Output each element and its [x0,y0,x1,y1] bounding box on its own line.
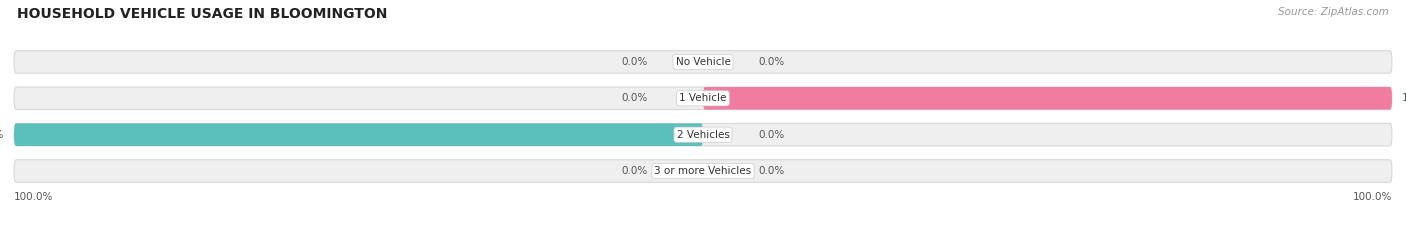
Text: 100.0%: 100.0% [1402,93,1406,103]
FancyBboxPatch shape [14,160,1392,182]
FancyBboxPatch shape [14,87,1392,110]
FancyBboxPatch shape [14,51,1392,73]
Text: 100.0%: 100.0% [0,130,4,140]
FancyBboxPatch shape [703,87,1392,110]
Text: 0.0%: 0.0% [758,166,785,176]
FancyBboxPatch shape [14,123,703,146]
Text: Source: ZipAtlas.com: Source: ZipAtlas.com [1278,7,1389,17]
Text: 100.0%: 100.0% [14,192,53,202]
Text: 3 or more Vehicles: 3 or more Vehicles [654,166,752,176]
Text: 0.0%: 0.0% [621,93,648,103]
Text: 100.0%: 100.0% [1353,192,1392,202]
Text: 2 Vehicles: 2 Vehicles [676,130,730,140]
Text: 0.0%: 0.0% [758,130,785,140]
Text: 0.0%: 0.0% [621,166,648,176]
Text: 0.0%: 0.0% [621,57,648,67]
FancyBboxPatch shape [14,123,1392,146]
Text: HOUSEHOLD VEHICLE USAGE IN BLOOMINGTON: HOUSEHOLD VEHICLE USAGE IN BLOOMINGTON [17,7,387,21]
Text: 0.0%: 0.0% [758,57,785,67]
Text: 1 Vehicle: 1 Vehicle [679,93,727,103]
Text: No Vehicle: No Vehicle [675,57,731,67]
